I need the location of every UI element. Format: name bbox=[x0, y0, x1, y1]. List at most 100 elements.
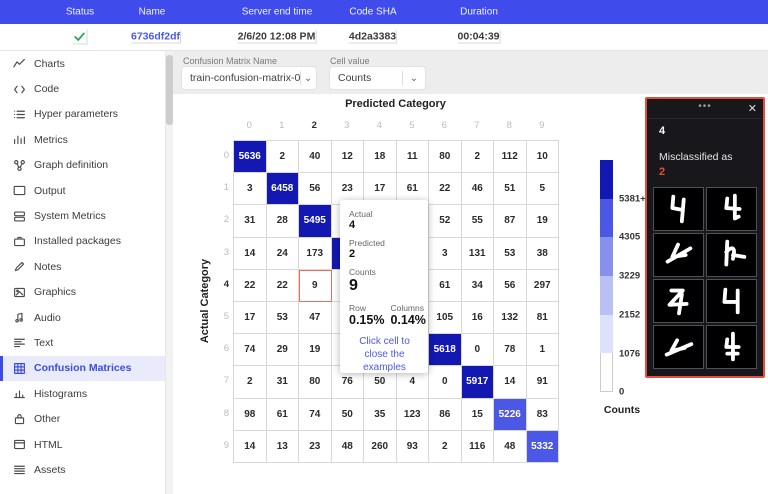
sidebar-scrollbar-thumb[interactable] bbox=[166, 55, 173, 125]
matrix-cell-2-6[interactable]: 52 bbox=[429, 205, 462, 238]
matrix-cell-4-9[interactable]: 297 bbox=[526, 269, 559, 302]
matrix-cell-0-1[interactable]: 2 bbox=[266, 141, 299, 174]
matrix-cell-9-2[interactable]: 23 bbox=[299, 430, 332, 463]
matrix-cell-6-7[interactable]: 0 bbox=[461, 334, 494, 367]
matrix-cell-6-1[interactable]: 29 bbox=[266, 334, 299, 367]
matrix-cell-2-1[interactable]: 28 bbox=[266, 205, 299, 238]
matrix-cell-3-6[interactable]: 3 bbox=[429, 237, 462, 270]
close-examples-link[interactable]: Click cell to close the examples bbox=[359, 336, 410, 373]
matrix-cell-6-9[interactable]: 1 bbox=[526, 334, 559, 367]
matrix-cell-3-9[interactable]: 38 bbox=[526, 237, 559, 270]
matrix-cell-4-0[interactable]: 22 bbox=[234, 269, 267, 302]
matrix-cell-5-7[interactable]: 16 bbox=[461, 301, 494, 335]
matrix-cell-7-7[interactable]: 5917 bbox=[461, 366, 494, 399]
matrix-cell-7-6[interactable]: 0 bbox=[429, 366, 462, 399]
sidebar-item-html[interactable]: HTML bbox=[0, 432, 165, 457]
matrix-cell-2-7[interactable]: 55 bbox=[461, 205, 494, 238]
matrix-name-select[interactable]: train-confusion-matrix-002.json ⌄ bbox=[182, 67, 316, 89]
sidebar-item-graphics[interactable]: Graphics bbox=[0, 280, 165, 305]
matrix-cell-9-1[interactable]: 13 bbox=[266, 430, 299, 463]
close-icon[interactable]: ✕ bbox=[747, 103, 757, 115]
cell-value-select[interactable]: Counts ⌄ bbox=[330, 67, 425, 89]
example-digit-image[interactable] bbox=[706, 187, 757, 231]
chevron-down-icon[interactable]: ⌄ bbox=[409, 72, 419, 84]
matrix-cell-9-5[interactable]: 93 bbox=[396, 430, 429, 463]
sidebar-item-histograms[interactable]: Histograms bbox=[0, 381, 165, 406]
matrix-cell-9-4[interactable]: 260 bbox=[364, 430, 397, 463]
example-digit-image[interactable] bbox=[706, 233, 757, 277]
sidebar-item-notes[interactable]: Notes bbox=[0, 254, 165, 279]
sidebar-item-charts[interactable]: Charts bbox=[0, 51, 165, 76]
matrix-cell-3-2[interactable]: 173 bbox=[299, 237, 332, 270]
example-digit-image[interactable] bbox=[653, 325, 704, 369]
matrix-cell-9-6[interactable]: 2 bbox=[429, 430, 462, 463]
matrix-cell-2-2[interactable]: 5495 bbox=[299, 205, 332, 238]
more-options-icon[interactable]: ••• bbox=[698, 101, 712, 112]
matrix-cell-1-2[interactable]: 56 bbox=[299, 173, 332, 206]
matrix-cell-8-4[interactable]: 35 bbox=[364, 398, 397, 431]
example-digit-image[interactable] bbox=[653, 279, 704, 323]
matrix-cell-4-7[interactable]: 34 bbox=[461, 269, 494, 302]
matrix-cell-0-9[interactable]: 10 bbox=[526, 141, 559, 174]
matrix-cell-8-3[interactable]: 50 bbox=[331, 398, 364, 431]
matrix-cell-0-8[interactable]: 112 bbox=[494, 141, 527, 174]
matrix-cell-0-0[interactable]: 5636 bbox=[234, 141, 267, 174]
matrix-cell-7-8[interactable]: 14 bbox=[494, 366, 527, 399]
matrix-cell-9-7[interactable]: 116 bbox=[461, 430, 494, 463]
matrix-cell-5-9[interactable]: 81 bbox=[526, 301, 559, 335]
matrix-cell-5-0[interactable]: 17 bbox=[234, 301, 267, 335]
matrix-cell-8-7[interactable]: 15 bbox=[461, 398, 494, 431]
example-digit-image[interactable] bbox=[706, 325, 757, 369]
chevron-down-icon[interactable]: ⌄ bbox=[304, 72, 313, 84]
matrix-cell-6-8[interactable]: 78 bbox=[494, 334, 527, 367]
matrix-cell-2-9[interactable]: 19 bbox=[526, 205, 559, 238]
example-digit-image[interactable] bbox=[706, 279, 757, 323]
sidebar-item-metrics[interactable]: Metrics bbox=[0, 127, 165, 152]
matrix-cell-0-5[interactable]: 11 bbox=[396, 141, 429, 174]
matrix-cell-0-4[interactable]: 18 bbox=[364, 141, 397, 174]
matrix-cell-4-2[interactable]: 9 bbox=[299, 269, 332, 302]
matrix-cell-2-0[interactable]: 31 bbox=[234, 205, 267, 238]
matrix-cell-7-4[interactable]: 50 bbox=[364, 366, 397, 399]
matrix-cell-7-2[interactable]: 80 bbox=[299, 366, 332, 399]
matrix-cell-9-3[interactable]: 48 bbox=[331, 430, 364, 463]
matrix-cell-4-1[interactable]: 22 bbox=[266, 269, 299, 302]
matrix-cell-5-6[interactable]: 105 bbox=[429, 301, 462, 335]
experiment-key-link[interactable]: 6736df2df bbox=[130, 30, 182, 44]
matrix-cell-5-8[interactable]: 132 bbox=[494, 301, 527, 335]
sidebar-item-hyper-parameters[interactable]: Hyper parameters bbox=[0, 102, 165, 127]
example-digit-image[interactable] bbox=[653, 187, 704, 231]
sidebar-item-graph-definition[interactable]: Graph definition bbox=[0, 153, 165, 178]
matrix-cell-7-3[interactable]: 76 bbox=[331, 366, 364, 399]
matrix-cell-6-2[interactable]: 19 bbox=[299, 334, 332, 367]
matrix-cell-9-0[interactable]: 14 bbox=[234, 430, 267, 463]
sidebar-item-assets[interactable]: Assets bbox=[0, 457, 165, 482]
example-digit-image[interactable] bbox=[653, 233, 704, 277]
matrix-cell-8-9[interactable]: 83 bbox=[526, 398, 559, 431]
matrix-cell-6-6[interactable]: 5618 bbox=[429, 334, 462, 367]
sidebar-item-output[interactable]: Output bbox=[0, 178, 165, 203]
matrix-cell-1-8[interactable]: 51 bbox=[494, 173, 527, 206]
matrix-cell-5-2[interactable]: 47 bbox=[299, 301, 332, 335]
sidebar-item-system-metrics[interactable]: System Metrics bbox=[0, 203, 165, 228]
matrix-cell-3-8[interactable]: 53 bbox=[494, 237, 527, 270]
matrix-cell-7-9[interactable]: 91 bbox=[526, 366, 559, 399]
sidebar-item-text[interactable]: Text bbox=[0, 330, 165, 355]
matrix-cell-6-0[interactable]: 74 bbox=[234, 334, 267, 367]
matrix-cell-1-0[interactable]: 3 bbox=[234, 173, 267, 206]
sidebar-item-other[interactable]: Other bbox=[0, 406, 165, 431]
matrix-cell-8-2[interactable]: 74 bbox=[299, 398, 332, 431]
matrix-cell-8-1[interactable]: 61 bbox=[266, 398, 299, 431]
sidebar-item-confusion-matrices[interactable]: Confusion Matrices bbox=[0, 355, 165, 382]
sidebar-item-code[interactable]: Code bbox=[0, 76, 165, 101]
matrix-cell-0-2[interactable]: 40 bbox=[299, 141, 332, 174]
matrix-cell-9-8[interactable]: 48 bbox=[494, 430, 527, 463]
matrix-cell-1-7[interactable]: 46 bbox=[461, 173, 494, 206]
matrix-cell-7-0[interactable]: 2 bbox=[234, 366, 267, 399]
matrix-cell-7-5[interactable]: 4 bbox=[396, 366, 429, 399]
matrix-cell-8-5[interactable]: 123 bbox=[396, 398, 429, 431]
matrix-cell-8-6[interactable]: 86 bbox=[429, 398, 462, 431]
matrix-cell-2-8[interactable]: 87 bbox=[494, 205, 527, 238]
matrix-cell-3-7[interactable]: 131 bbox=[461, 237, 494, 270]
matrix-cell-7-1[interactable]: 31 bbox=[266, 366, 299, 399]
